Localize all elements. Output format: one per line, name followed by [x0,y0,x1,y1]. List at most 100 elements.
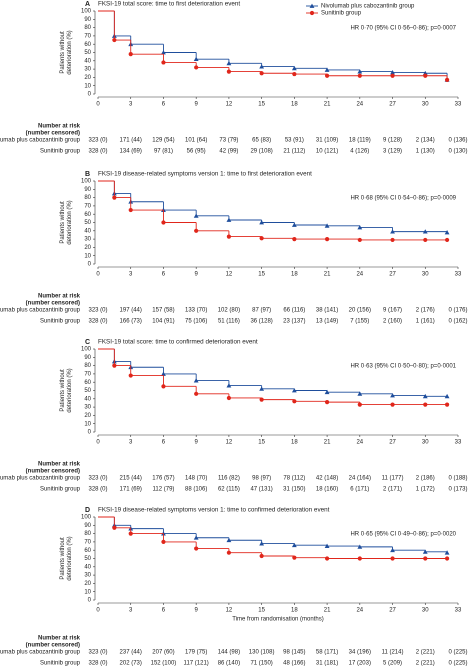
y-axis-label-line: Patients without [60,201,66,244]
risk-value: 144 (98) [218,650,240,656]
censor-marker [112,37,117,43]
censor-marker [422,229,428,234]
risk-value: 0 (225) [448,650,467,656]
censor-marker [112,363,117,368]
risk-value: 47 (131) [250,487,272,493]
risk-value: 197 (44) [120,308,142,314]
x-tick-label: 21 [324,102,331,108]
x-tick-label: 12 [226,102,233,108]
km-curve [98,180,448,241]
risk-value: 323 (0) [88,650,107,656]
risk-value: 23 (137) [283,319,305,325]
censor-marker [390,229,395,234]
y-axis-label-line: Patients without [60,537,66,580]
censor-marker [422,393,428,399]
risk-value: 17 (203) [349,661,371,667]
censor-marker [112,195,117,200]
risk-value: 31 (150) [283,487,305,493]
panel-title: FKSI-19 disease-related symptoms version… [98,171,312,178]
x-tick-label: 0 [96,608,100,614]
censor-marker [226,60,232,66]
y-tick-label: 90 [84,187,91,193]
y-tick-label: 70 [84,539,91,545]
y-tick-label: 30 [84,573,91,579]
risk-row-label: Sunitinib group [40,661,81,667]
censor-marker [324,223,330,228]
y-axis-label: Patients withoutdeterioration (%) [60,30,73,74]
x-tick-label: 30 [422,440,429,446]
y-tick-label: 100 [81,179,92,185]
risk-value: 133 (70) [185,308,207,314]
y-tick-label: 0 [88,92,92,98]
risk-value: 18 (119) [349,138,371,144]
risk-value: 29 (108) [250,149,272,155]
risk-value: 0 (136) [448,138,467,144]
risk-value: 1 (161) [416,319,435,325]
risk-value: 87 (97) [252,308,271,314]
risk-value: 42 (148) [316,476,338,482]
censor-marker [444,550,450,555]
risk-value: 34 (196) [349,650,371,656]
risk-value: 31 (181) [316,661,338,667]
y-tick-label: 80 [84,531,91,537]
y-tick-label: 40 [84,564,91,570]
km-curve [98,10,448,80]
censor-marker [193,378,199,383]
risk-table-heading: (number censored) [26,469,80,475]
panel-title: FKSI-19 disease-related symptoms version… [98,507,330,514]
risk-value: 62 (115) [218,487,240,493]
risk-table-heading: Number at risk [38,636,81,642]
risk-value: 98 (97) [252,476,271,482]
x-tick-label: 21 [324,272,331,278]
y-tick-label: 10 [84,253,91,259]
risk-row-label: Nivolumab plus cabozantinib group [0,308,81,314]
censor-marker [324,237,330,242]
risk-value: 73 (79) [219,138,238,144]
x-tick-label: 3 [129,102,133,108]
x-tick-label: 18 [291,440,298,446]
x-tick-label: 18 [291,102,298,108]
censor-marker [226,537,232,543]
risk-value: 323 (0) [88,308,107,314]
y-tick-label: 50 [84,50,91,56]
y-axis-label-line: Patients without [60,31,66,74]
risk-value: 98 (145) [283,650,305,656]
risk-value: 2 (171) [383,487,402,493]
x-tick-label: 24 [356,608,363,614]
x-tick-label: 9 [195,440,199,446]
risk-value: 9 (167) [383,308,402,314]
y-tick-label: 40 [84,58,91,64]
y-tick-label: 80 [84,195,91,201]
risk-value: 0 (176) [448,308,467,314]
km-curve [98,348,448,406]
censor-marker [161,220,166,225]
risk-value: 328 (0) [88,149,107,155]
x-tick-label: 12 [226,608,233,614]
x-tick-label: 6 [162,440,166,446]
risk-table-heading: Number at risk [38,462,81,468]
legend-label: Nivolumab plus cabozantinib group [321,4,415,10]
y-tick-label: 60 [84,380,91,386]
censor-marker [112,525,117,530]
censor-marker [259,220,265,225]
risk-value: 3 (129) [383,149,402,155]
risk-value: 2 (186) [416,476,435,482]
x-tick-label: 30 [422,102,429,108]
x-tick-label: 3 [129,440,133,446]
risk-value: 88 (106) [185,487,207,493]
km-curve [98,348,448,397]
x-tick-label: 24 [356,102,363,108]
risk-value: 176 (57) [152,476,174,482]
censor-marker [292,399,297,404]
annotation: HR 0·63 (95% CI 0·50–0·80); p=0·0001 [350,364,456,370]
censor-marker [161,371,166,376]
censor-marker [390,70,395,75]
censor-marker [161,384,166,389]
y-tick-label: 20 [84,413,91,419]
risk-value: 53 (91) [285,138,304,144]
y-tick-label: 10 [84,83,91,89]
censor-marker [226,395,232,401]
risk-value: 10 (121) [316,149,338,155]
annotation: HR 0·70 (95% CI 0·56–0·86); p=0·0007 [350,26,456,32]
risk-value: 323 (0) [88,138,107,144]
